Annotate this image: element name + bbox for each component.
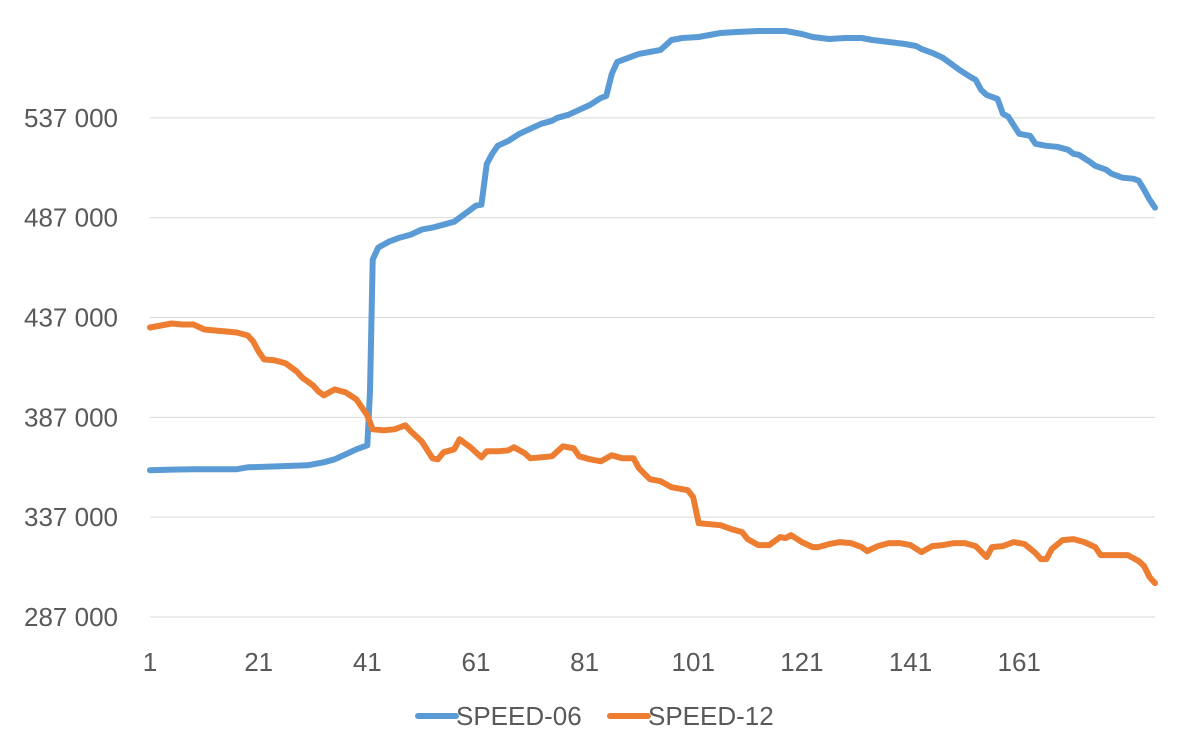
- x-tick-label: 41: [353, 647, 382, 677]
- y-tick-label: 537 000: [24, 103, 118, 133]
- x-tick-label: 21: [244, 647, 273, 677]
- y-tick-label: 287 000: [24, 602, 118, 632]
- y-axis-tick-labels: 287 000 337 000 387 000 437 000 487 000 537 0…: [24, 103, 118, 632]
- series-line-speed-06: [147, 28, 1158, 474]
- x-axis-tick-labels: 1 21 41 61 81 101 121 141 161: [143, 647, 1041, 677]
- y-tick-label: 487 000: [24, 203, 118, 233]
- x-tick-label: 141: [889, 647, 932, 677]
- series-line-speed-12: [147, 320, 1158, 587]
- x-tick-label: 161: [997, 647, 1040, 677]
- y-tick-label: 437 000: [24, 303, 118, 333]
- legend-label: SPEED-06: [456, 701, 582, 731]
- legend: SPEED-06 SPEED-12: [415, 701, 774, 731]
- x-tick-label: 61: [461, 647, 490, 677]
- grid-lines: [150, 117, 1155, 518]
- x-tick-label: 101: [672, 647, 715, 677]
- x-tick-label: 81: [570, 647, 599, 677]
- legend-label: SPEED-12: [648, 701, 774, 731]
- x-tick-label: 121: [780, 647, 823, 677]
- y-tick-label: 337 000: [24, 502, 118, 532]
- y-tick-label: 387 000: [24, 402, 118, 432]
- series-lines: [147, 28, 1158, 587]
- x-tick-label: 1: [143, 647, 157, 677]
